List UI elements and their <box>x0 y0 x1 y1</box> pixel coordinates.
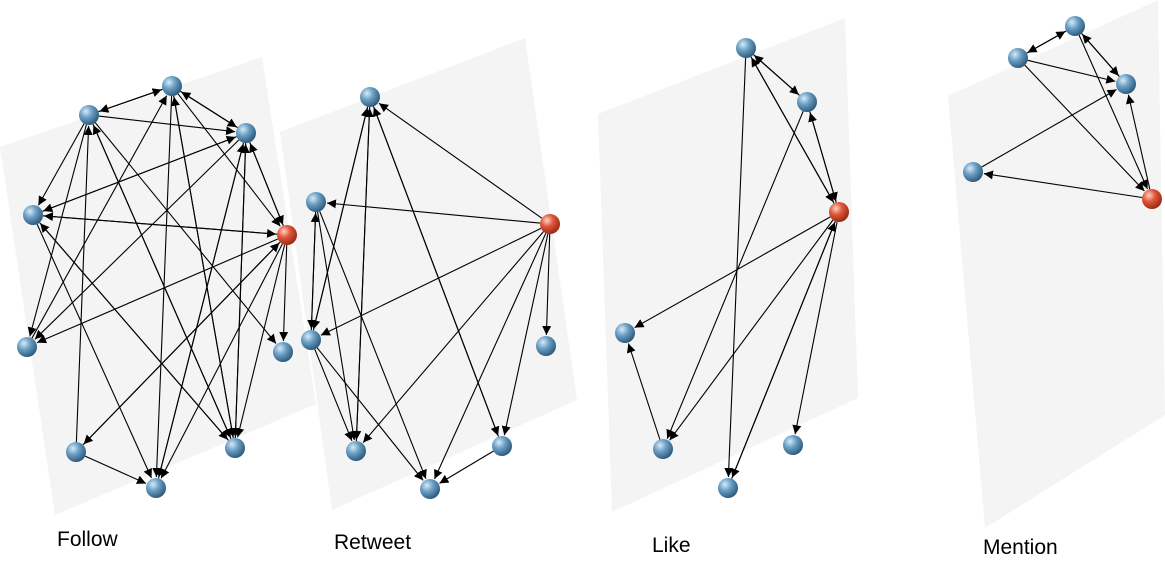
edge-r4-to-r8 <box>316 347 424 481</box>
edge-r3-to-r4 <box>320 227 542 336</box>
edge-r4-to-r2 <box>310 212 320 331</box>
node-m4 <box>963 162 983 182</box>
edge-l7-to-l3 <box>731 221 836 479</box>
edge-r3-to-r6 <box>362 231 544 443</box>
edge-f3-to-f6 <box>34 139 240 340</box>
edge-f1-to-f3 <box>98 115 236 136</box>
node-l7 <box>718 478 738 498</box>
edge-m5-to-m4 <box>983 170 1143 199</box>
focal-node-m5 <box>1142 189 1162 209</box>
edge-l3-to-l2 <box>808 112 837 203</box>
node-l4 <box>615 323 635 343</box>
edge-f5-to-f6 <box>36 238 279 344</box>
edge-f6-to-f2 <box>31 95 168 339</box>
edge-f9-to-f3 <box>234 143 250 439</box>
edge-m5-to-m3 <box>1125 94 1151 190</box>
edge-r3-to-r1 <box>378 102 543 219</box>
edge-f8-to-f5 <box>82 242 280 446</box>
node-r1 <box>360 87 380 107</box>
edge-m1-to-m2 <box>1027 30 1067 54</box>
edge-f8-to-f1 <box>75 125 93 443</box>
edge-f9-to-f1 <box>92 124 232 440</box>
node-r7 <box>492 436 512 456</box>
edge-r2-to-r6 <box>317 211 358 441</box>
focal-node-f5 <box>277 225 297 245</box>
edge-m2-to-m3 <box>1027 59 1116 84</box>
edge-r4-to-r1 <box>312 107 370 331</box>
edge-m4-to-m3 <box>981 89 1117 168</box>
edge-l3-to-l5 <box>669 219 834 441</box>
edge-r3-to-r8 <box>433 232 547 480</box>
node-f2 <box>162 76 182 96</box>
edge-f5-to-f10 <box>160 243 283 479</box>
node-r4 <box>301 330 321 350</box>
edge-f5-to-f3 <box>249 142 284 226</box>
edge-f8-to-f10 <box>84 455 147 485</box>
edge-f1-to-f4 <box>37 123 85 206</box>
panel-label-like: Like <box>652 534 691 557</box>
edge-r6-to-r1 <box>355 107 374 442</box>
edge-f2-to-f5 <box>177 93 281 227</box>
edge-f4-to-f3 <box>42 136 236 212</box>
node-f7 <box>273 342 293 362</box>
node-f6 <box>17 337 37 357</box>
edge-f1-to-f7 <box>94 122 277 344</box>
edge-f5-to-f9 <box>235 244 286 438</box>
edge-r2-to-r8 <box>319 211 427 480</box>
edge-r4-to-r6 <box>314 349 353 442</box>
panel-label-mention: Mention <box>983 536 1058 559</box>
edge-l2-to-l5 <box>666 110 804 440</box>
node-m1 <box>1065 16 1085 36</box>
edge-m2-to-m5 <box>1024 64 1145 192</box>
node-f10 <box>146 478 166 498</box>
edge-l3-to-l1 <box>750 57 835 204</box>
node-m3 <box>1116 74 1136 94</box>
edge-f5-to-f7 <box>279 244 289 342</box>
node-f9 <box>225 438 245 458</box>
node-l2 <box>797 92 817 112</box>
layer-plane-mention <box>948 0 1165 528</box>
edge-f5-to-f4 <box>43 212 278 235</box>
panel-label-follow: Follow <box>57 528 118 551</box>
edge-l1-to-l7 <box>724 57 747 478</box>
node-l5 <box>653 439 673 459</box>
node-f1 <box>79 105 99 125</box>
focal-node-l3 <box>829 202 849 222</box>
layer-plane-retweet <box>280 38 577 510</box>
node-l6 <box>783 435 803 455</box>
node-f4 <box>23 205 43 225</box>
panel-label-retweet: Retweet <box>334 531 412 554</box>
node-l1 <box>736 38 756 58</box>
edge-l5-to-l4 <box>626 343 661 440</box>
edge-m3-to-m1 <box>1081 33 1120 77</box>
edge-r7-to-r8 <box>439 450 494 484</box>
edge-l2-to-l1 <box>753 54 800 96</box>
focal-node-r3 <box>540 214 560 234</box>
edge-l3-to-l6 <box>792 221 838 435</box>
edge-r7-to-r1 <box>372 107 500 437</box>
edge-f3-to-f2 <box>181 91 238 129</box>
edge-m1-to-m5 <box>1078 34 1149 190</box>
edge-f1-to-f6 <box>27 124 87 337</box>
node-m2 <box>1008 48 1028 68</box>
node-r6 <box>346 441 366 461</box>
edge-f4-to-f10 <box>36 223 153 479</box>
edge-f9-to-f2 <box>171 96 234 439</box>
edge-r3-to-r7 <box>501 233 549 436</box>
edge-l3-to-l4 <box>634 216 831 329</box>
edge-f9-to-f4 <box>39 222 229 441</box>
node-f8 <box>66 442 86 462</box>
node-f3 <box>236 123 256 143</box>
node-r8 <box>420 479 440 499</box>
node-r5 <box>536 336 556 356</box>
edge-f10-to-f3 <box>157 143 246 479</box>
edge-f2-to-f1 <box>99 88 163 113</box>
node-r2 <box>306 192 326 212</box>
layer-plane-like <box>598 18 858 512</box>
edge-r3-to-r5 <box>542 233 552 336</box>
edge-r3-to-r2 <box>326 199 541 224</box>
